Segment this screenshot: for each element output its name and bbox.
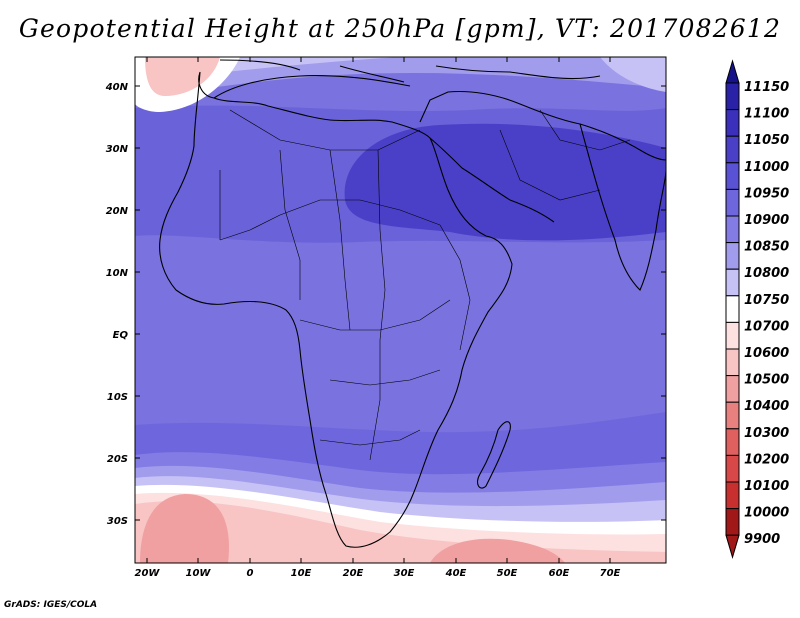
height-field	[135, 57, 666, 563]
lon-label: 0	[247, 568, 254, 579]
lon-label: 50E	[497, 568, 518, 579]
colorbar-cell	[725, 135, 740, 164]
colorbar-label: 11000	[744, 160, 789, 175]
lat-label: 40N	[105, 82, 129, 93]
colorbar-cell	[725, 428, 740, 456]
colorbar-label: 11150	[744, 80, 789, 95]
longitude-axis: 20W 10W 0 10E 20E 30E 40E 50E 60E 70E	[135, 57, 621, 579]
colorbar-cell	[725, 215, 740, 244]
colorbar-label: 10000	[744, 506, 789, 521]
colorbar-label: 10700	[744, 319, 789, 334]
map-frame	[134, 56, 667, 564]
colorbar-cell	[725, 454, 740, 483]
lat-label: 30N	[106, 144, 129, 155]
colorbar-cell	[725, 268, 740, 297]
colorbar-bottom-arrow	[725, 534, 740, 559]
colorbar-label: 11100	[744, 107, 789, 122]
colorbar-cell	[725, 375, 740, 403]
colorbar-cell	[725, 82, 740, 111]
lon-label: 10E	[291, 568, 312, 579]
colorbar-label: 10900	[744, 213, 789, 228]
colorbar-label: 10500	[744, 373, 789, 388]
colorbar-cell	[725, 348, 740, 377]
colorbar-cell	[725, 242, 740, 270]
colorbar-cell	[725, 481, 740, 510]
grads-credit: GrADS: IGES/COLA	[4, 600, 98, 610]
lon-label: 20W	[135, 568, 161, 579]
lon-label: 10W	[186, 568, 212, 579]
lon-label: 40E	[445, 568, 467, 579]
colorbar-label: 10950	[744, 186, 789, 201]
colorbar-label: 10850	[744, 240, 789, 255]
lon-label: 20E	[343, 568, 364, 579]
coastlines	[159, 59, 666, 548]
colorbar-cell	[725, 162, 740, 190]
colorbar-cell	[725, 401, 740, 430]
colorbar-label: 10750	[744, 293, 789, 308]
lon-label: 60E	[549, 568, 570, 579]
lon-label: 70E	[600, 568, 621, 579]
colorbar-label: 10300	[744, 426, 789, 441]
colorbar-cell	[725, 508, 740, 536]
lat-label: EQ	[113, 330, 129, 341]
lon-label: 30E	[394, 568, 415, 579]
colorbar: 11150 11100 11050 11000 10950 10900 10850 10800…	[725, 59, 789, 559]
lat-label: 10S	[107, 392, 128, 403]
map-title: Geopotential Height at 250hPa [gpm], VT:…	[18, 14, 782, 43]
colorbar-label: 10800	[744, 266, 789, 281]
lat-label: 30S	[107, 516, 128, 527]
colorbar-cell	[725, 295, 740, 323]
latitude-axis: 40N 30N 20N 10N EQ 10S 20S 30S	[105, 82, 666, 527]
lat-label: 20S	[107, 454, 128, 465]
lat-label: 20N	[106, 206, 129, 217]
lat-label: 10N	[106, 268, 129, 279]
colorbar-cell	[725, 321, 740, 350]
colorbar-label: 11050	[744, 133, 789, 148]
colorbar-label: 10600	[744, 346, 789, 361]
colorbar-label: 9900	[744, 532, 780, 547]
colorbar-cell	[725, 188, 740, 217]
colorbar-label: 10200	[744, 452, 789, 467]
colorbar-cell	[725, 109, 740, 137]
colorbar-label: 10400	[744, 399, 789, 414]
colorbar-label: 10100	[744, 479, 789, 494]
colorbar-top-arrow	[725, 59, 740, 84]
country-borders	[219, 109, 631, 461]
